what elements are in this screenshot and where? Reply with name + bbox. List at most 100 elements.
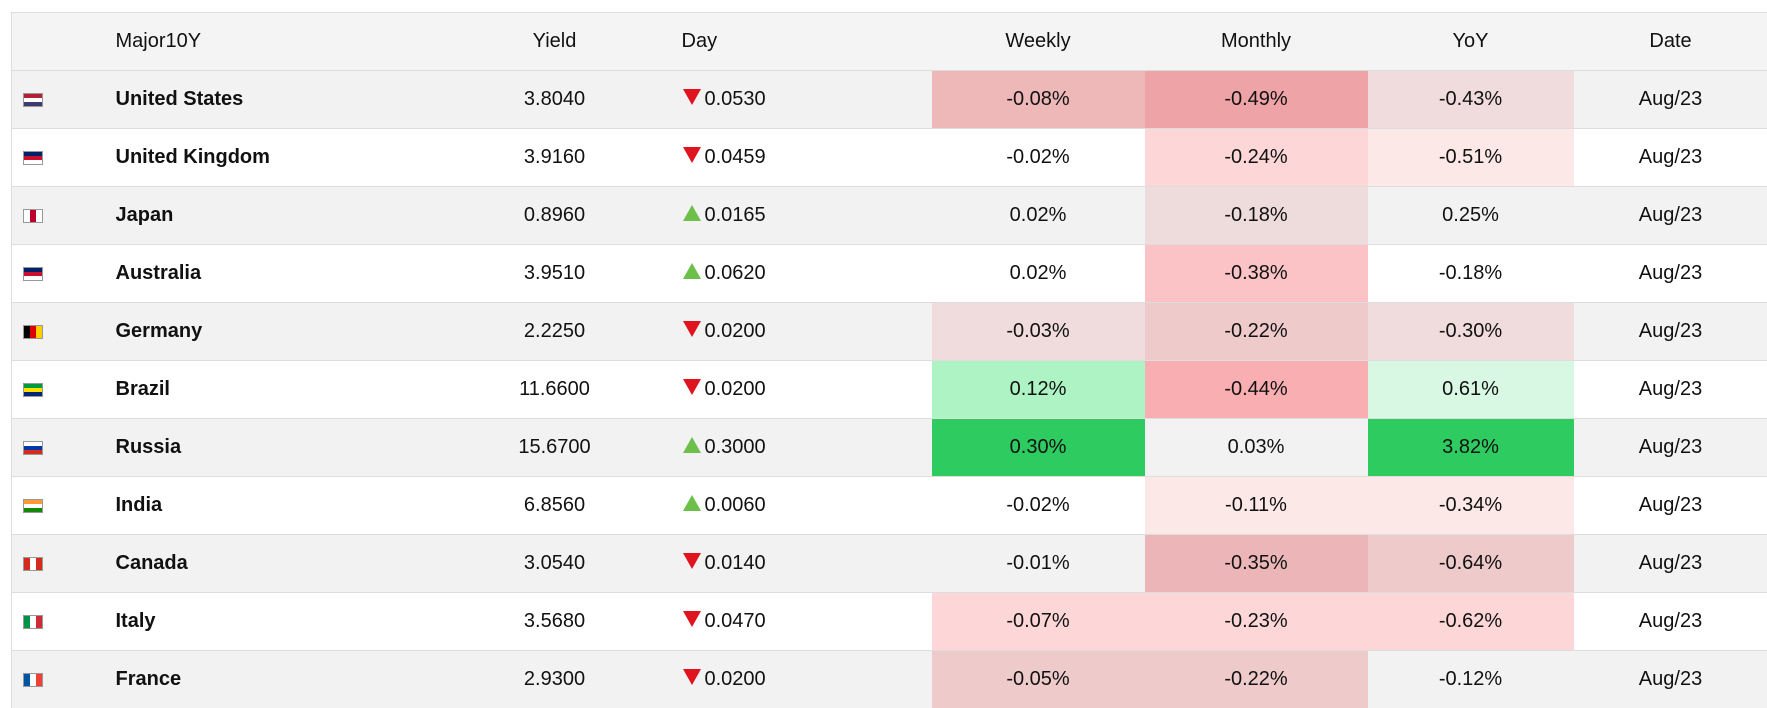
date-cell: Aug/23 (1574, 535, 1767, 593)
flag-stripe (36, 210, 42, 222)
header-cell[interactable]: Monthly (1145, 13, 1368, 71)
country-name[interactable]: Brazil (116, 361, 481, 419)
day-cell: 0.0140 (629, 535, 932, 593)
yield-cell: 6.8560 (481, 477, 629, 535)
change-cell: 3.82% (1368, 419, 1574, 477)
change-cell: -0.62% (1368, 593, 1574, 651)
day-cell: 0.0200 (629, 361, 932, 419)
flag-icon (23, 383, 43, 397)
change-cell: 0.30% (932, 419, 1145, 477)
change-cell: -0.64% (1368, 535, 1574, 593)
change-cell: -0.02% (932, 129, 1145, 187)
day-value: 0.0140 (705, 552, 766, 574)
header-cell[interactable]: Weekly (932, 13, 1145, 71)
header-cell[interactable]: Major10Y (116, 13, 481, 71)
flag-stripe (24, 268, 42, 272)
yield-cell: 3.0540 (481, 535, 629, 593)
flag-stripe (24, 156, 42, 160)
country-name[interactable]: Italy (116, 593, 481, 651)
flag-stripe (24, 326, 30, 338)
day-value: 0.0530 (705, 88, 766, 110)
day-cell: 0.0459 (629, 129, 932, 187)
yield-cell: 2.2250 (481, 303, 629, 361)
arrow-shape (683, 669, 701, 685)
date-cell: Aug/23 (1574, 477, 1767, 535)
change-cell: 0.61% (1368, 361, 1574, 419)
date-cell: Aug/23 (1574, 651, 1767, 708)
country-name[interactable]: Australia (116, 245, 481, 303)
change-cell: 0.02% (932, 187, 1145, 245)
arrow-down (682, 88, 702, 106)
country-name[interactable]: France (116, 651, 481, 708)
day-value: 0.0165 (705, 204, 766, 226)
change-cell: -0.18% (1145, 187, 1368, 245)
change-cell: -0.01% (932, 535, 1145, 593)
flag-stripe (24, 102, 42, 106)
change-cell: -0.23% (1145, 593, 1368, 651)
flag-cell (12, 593, 116, 651)
flag-cell (12, 71, 116, 129)
flag-stripe (24, 388, 42, 392)
change-cell: -0.38% (1145, 245, 1368, 303)
country-name[interactable]: India (116, 477, 481, 535)
day-value: 0.0060 (705, 494, 766, 516)
flag-stripe (24, 446, 42, 450)
arrow-shape (683, 147, 701, 163)
arrow-down (682, 378, 702, 396)
change-cell: -0.18% (1368, 245, 1574, 303)
flag-icon (23, 673, 43, 687)
flag-stripe (30, 616, 36, 628)
change-cell: -0.22% (1145, 303, 1368, 361)
country-name[interactable]: Canada (116, 535, 481, 593)
change-cell: 0.25% (1368, 187, 1574, 245)
arrow-shape (683, 611, 701, 627)
arrow-up (682, 262, 702, 280)
day-value: 0.0200 (705, 320, 766, 342)
header-cell[interactable]: Day (629, 13, 932, 71)
date-cell: Aug/23 (1574, 303, 1767, 361)
change-cell: 0.12% (932, 361, 1145, 419)
header-row: Major10Y Yield Day Weekly Monthly YoY Da… (12, 13, 1767, 71)
country-name[interactable]: United States (116, 71, 481, 129)
header-cell[interactable]: Yield (481, 13, 629, 71)
flag-stripe (24, 450, 42, 454)
change-cell: -0.08% (932, 71, 1145, 129)
change-cell: -0.03% (932, 303, 1145, 361)
flag-stripe (24, 392, 42, 396)
change-cell: -0.24% (1145, 129, 1368, 187)
flag-stripe (24, 508, 42, 512)
arrow-shape (683, 437, 701, 453)
arrow-shape (683, 89, 701, 105)
arrow-shape (683, 553, 701, 569)
header-cell[interactable]: YoY (1368, 13, 1574, 71)
day-value: 0.0459 (705, 146, 766, 168)
flag-icon (23, 441, 43, 455)
flag-cell (12, 245, 116, 303)
change-cell: -0.35% (1145, 535, 1368, 593)
flag-icon (23, 615, 43, 629)
flag-stripe (24, 98, 42, 102)
flag-cell (12, 361, 116, 419)
flag-stripe (24, 210, 30, 222)
country-name[interactable]: Japan (116, 187, 481, 245)
country-name[interactable]: Germany (116, 303, 481, 361)
flag-cell (12, 419, 116, 477)
flag-cell (12, 651, 116, 708)
country-name[interactable]: United Kingdom (116, 129, 481, 187)
flag-stripe (30, 326, 36, 338)
change-cell: -0.43% (1368, 71, 1574, 129)
yield-cell: 3.9160 (481, 129, 629, 187)
flag-stripe (24, 504, 42, 508)
yield-cell: 0.8960 (481, 187, 629, 245)
header-cell[interactable]: Date (1574, 13, 1767, 71)
flag-stripe (24, 500, 42, 504)
flag-stripe (24, 674, 30, 686)
day-cell: 0.0060 (629, 477, 932, 535)
change-cell: 0.03% (1145, 419, 1368, 477)
arrow-down (682, 668, 702, 686)
country-name[interactable]: Russia (116, 419, 481, 477)
